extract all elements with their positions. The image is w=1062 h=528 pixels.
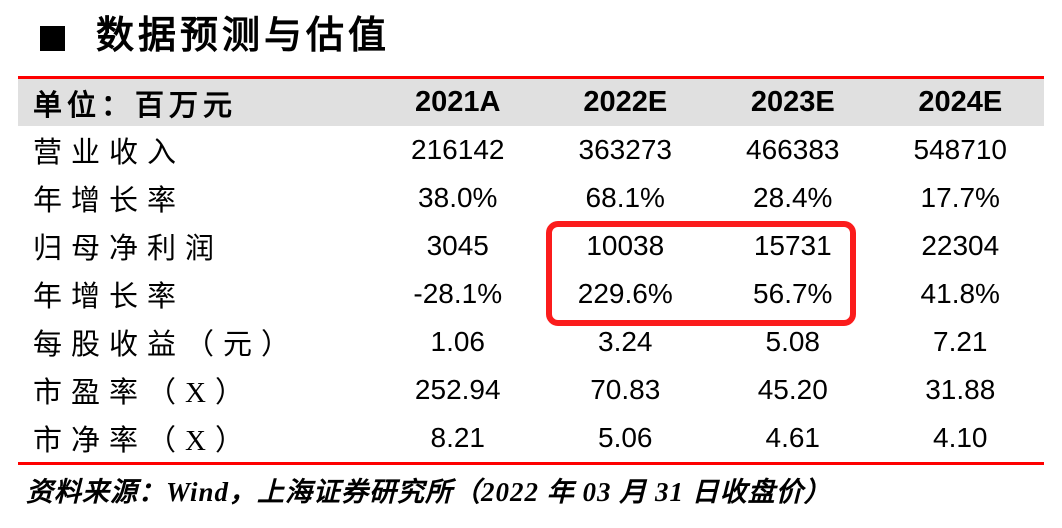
cell-value: 38.0% bbox=[418, 182, 498, 213]
column-header-2023e: 2023E bbox=[750, 86, 835, 118]
column-header-2022e: 2022E bbox=[583, 86, 668, 118]
source-note: 资料来源：Wind，上海证券研究所（2022 年 03 月 31 日收盘价） bbox=[26, 477, 832, 507]
cell-value: 548710 bbox=[913, 134, 1007, 165]
column-header-2024e: 2024E bbox=[918, 86, 1003, 118]
page-title: 数据预测与估值 bbox=[96, 15, 391, 57]
row-label: 市净率（X） bbox=[33, 425, 253, 457]
table-row-net-profit-growth: 年增长率 -28.1% 229.6% 56.7% 41.8% bbox=[18, 270, 1044, 318]
section-title: 数据预测与估值 bbox=[40, 12, 390, 61]
cell-value: 70.83 bbox=[590, 374, 661, 405]
cell-value: 15731 bbox=[753, 230, 832, 261]
cell-value: 216142 bbox=[411, 134, 505, 165]
forecast-valuation-table: 单位：百万元 2021A 2022E 2023E 2024E 营业收入 2161… bbox=[18, 76, 1044, 465]
row-label: 市盈率（X） bbox=[33, 377, 253, 409]
cell-value: 229.6% bbox=[577, 278, 673, 309]
column-header-2021a: 2021A bbox=[415, 86, 501, 118]
cell-value: 7.21 bbox=[933, 326, 988, 357]
row-label: 年增长率 bbox=[33, 185, 186, 217]
cell-value: 68.1% bbox=[585, 182, 665, 213]
table-row-pb: 市净率（X） 8.21 5.06 4.61 4.10 bbox=[18, 414, 1044, 462]
cell-value: 363273 bbox=[578, 134, 672, 165]
table-row-revenue: 营业收入 216142 363273 466383 548710 bbox=[18, 126, 1044, 174]
cell-value: 10038 bbox=[586, 230, 665, 261]
cell-value: 4.10 bbox=[933, 422, 988, 453]
table-row-net-profit: 归母净利润 3045 10038 15731 22304 bbox=[18, 222, 1044, 270]
table-row-eps: 每股收益（元） 1.06 3.24 5.08 7.21 bbox=[18, 318, 1044, 366]
cell-value: 252.94 bbox=[414, 374, 501, 405]
cell-value: 466383 bbox=[746, 134, 840, 165]
row-label: 营业收入 bbox=[33, 137, 186, 169]
cell-value: 3045 bbox=[426, 230, 489, 261]
cell-value: 3.24 bbox=[598, 326, 653, 357]
cell-value: 5.08 bbox=[765, 326, 821, 357]
cell-value: 45.20 bbox=[757, 374, 828, 405]
square-bullet-icon bbox=[40, 26, 65, 52]
table-row-revenue-growth: 年增长率 38.0% 68.1% 28.4% 17.7% bbox=[18, 174, 1044, 222]
table-header-row: 单位：百万元 2021A 2022E 2023E 2024E bbox=[18, 79, 1044, 126]
row-label: 每股收益（元） bbox=[33, 329, 300, 361]
row-label: 归母净利润 bbox=[33, 233, 224, 265]
cell-value: 28.4% bbox=[753, 182, 833, 213]
cell-value: 4.61 bbox=[765, 422, 821, 453]
cell-value: 5.06 bbox=[598, 422, 653, 453]
cell-value: 1.06 bbox=[430, 326, 486, 357]
cell-value: 41.8% bbox=[920, 278, 1000, 309]
cell-value: 22304 bbox=[921, 230, 1000, 261]
cell-value: 17.7% bbox=[920, 182, 1000, 213]
row-label: 年增长率 bbox=[33, 281, 186, 313]
cell-value: -28.1% bbox=[413, 278, 503, 309]
unit-label: 单位：百万元 bbox=[33, 89, 238, 122]
cell-value: 31.88 bbox=[925, 374, 996, 405]
cell-value: 56.7% bbox=[753, 278, 833, 309]
cell-value: 8.21 bbox=[430, 422, 486, 453]
table-row-pe: 市盈率（X） 252.94 70.83 45.20 31.88 bbox=[18, 366, 1044, 414]
